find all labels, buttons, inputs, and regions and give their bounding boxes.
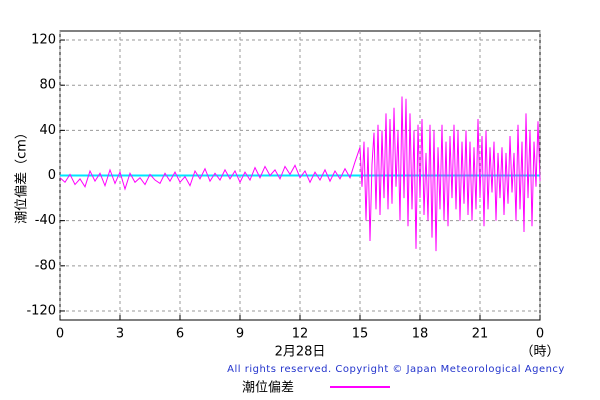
x-tick-label: 21 (472, 327, 489, 342)
x-tick-label: 0 (56, 327, 64, 342)
y-tick-label: 120 (31, 33, 56, 48)
x-tick-label: 0 (536, 327, 544, 342)
y-tick-label: -80 (35, 258, 56, 273)
x-tick-label: 18 (412, 327, 429, 342)
x-tick-label: 3 (116, 327, 124, 342)
y-axis-label: 潮位偏差（cm） (15, 126, 30, 224)
x-tick-label: 12 (292, 327, 309, 342)
x-tick-label: 15 (352, 327, 369, 342)
y-tick-label: -40 (35, 213, 56, 228)
x-axis-unit: （時） (520, 345, 559, 360)
x-tick-label: 6 (176, 327, 184, 342)
y-tick-label: -120 (26, 303, 56, 318)
data-line (59, 96, 541, 252)
x-tick-label: 9 (236, 327, 244, 342)
y-tick-label: 80 (39, 78, 56, 93)
copyright: All rights reserved. Copyright © Japan M… (227, 364, 565, 375)
y-tick-label: 40 (39, 123, 56, 138)
y-tick-label: 0 (48, 168, 56, 183)
legend-label: 潮位偏差 (242, 381, 294, 396)
x-axis-label: 2月28日 (275, 345, 326, 360)
